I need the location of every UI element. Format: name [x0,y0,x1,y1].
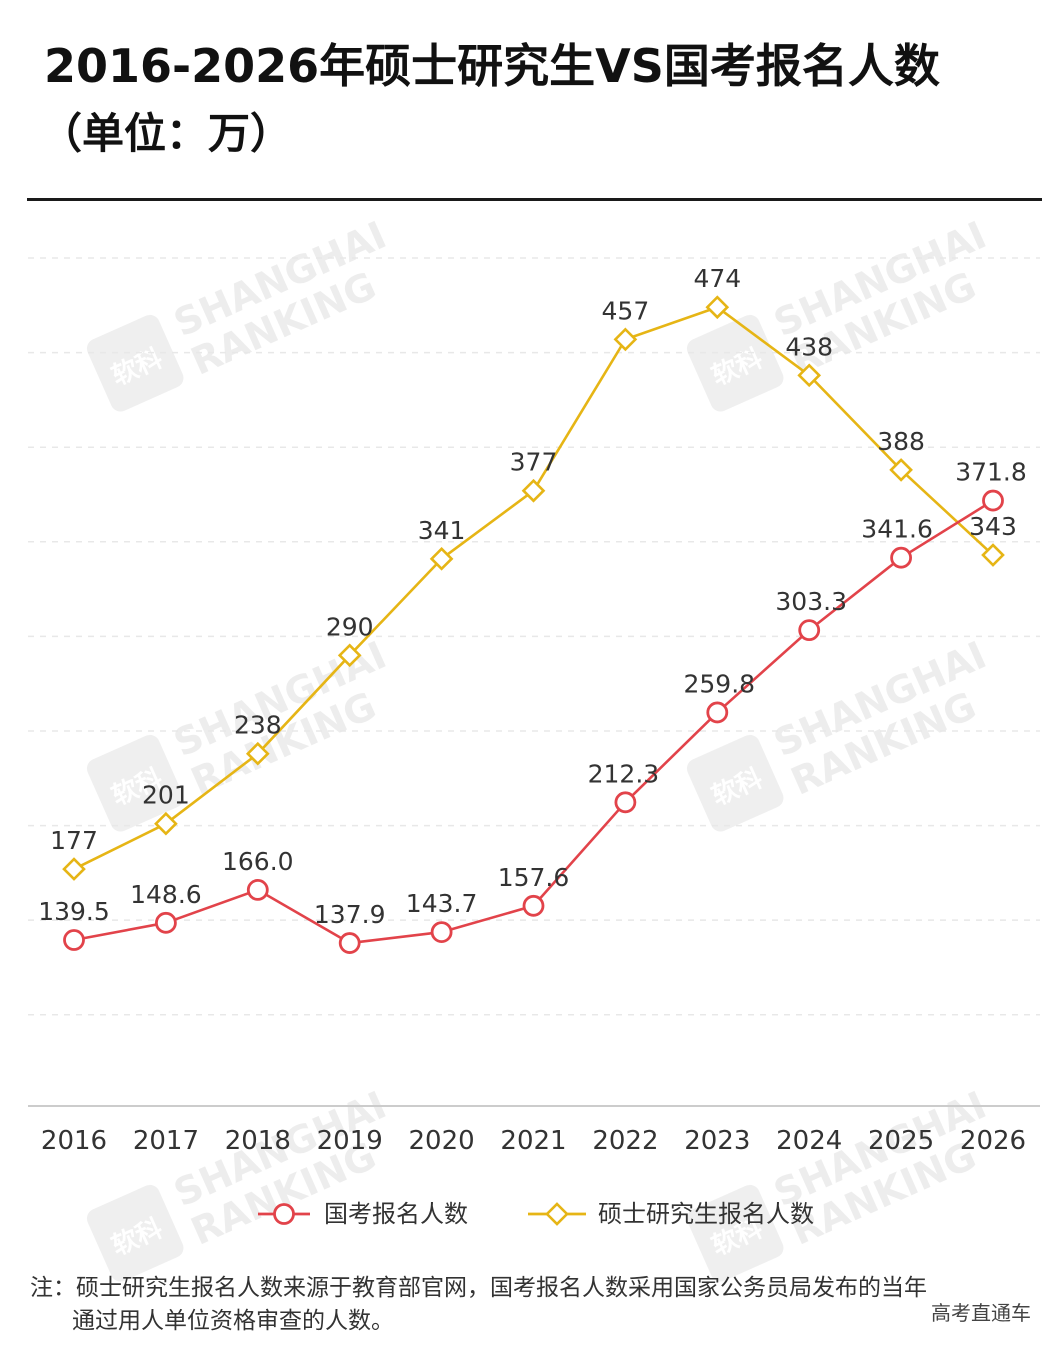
x-tick-label: 2020 [409,1126,475,1156]
civil-exam-data-label: 341.6 [861,515,933,544]
civil-exam-data-label: 143.7 [406,889,478,918]
grad-exam-data-label: 388 [877,427,925,456]
legend-grad-label: 硕士研究生报名人数 [598,1200,814,1228]
civil-exam-point [154,911,177,934]
grad-exam-point [613,327,638,352]
civil-exam-data-label: 139.5 [38,897,110,926]
x-tick-label: 2017 [133,1126,199,1156]
grad-exam-data-label: 474 [693,264,741,293]
watermark-logo [686,1184,784,1282]
civil-exam-point [706,701,729,724]
x-tick-label: 2024 [776,1126,842,1156]
civil-exam-data-label: 148.6 [130,880,202,909]
x-tick-label: 2021 [500,1126,566,1156]
unit-subtitle: （单位：万） [40,109,293,158]
x-tick-label: 2023 [684,1126,750,1156]
watermark-logo [86,1184,184,1282]
civil-exam-data-label: 166.0 [222,847,294,876]
civil-exam-point [246,879,269,901]
grad-exam-data-label: 438 [785,332,833,361]
grad-exam-point [245,741,270,766]
grad-exam-point [889,458,913,482]
civil-exam-data-label: 371.8 [955,458,1027,487]
civil-exam-data-label: 303.3 [775,587,847,616]
civil-exam-point [890,546,912,569]
source-note-line2: 通过用人单位资格审查的人数。 [72,1308,394,1334]
grad-exam-data-label: 290 [326,612,374,641]
grad-exam-data-label: 238 [234,711,282,740]
credit-text: 高考直通车 [931,1301,1031,1325]
x-tick-label: 2026 [960,1126,1026,1156]
title-divider [27,198,1042,201]
grad-exam-point [797,363,822,388]
civil-exam-point [430,921,453,943]
civil-exam-data-label: 212.3 [588,759,660,788]
watermark-logo [686,734,784,832]
source-note-line1: 注：硕士研究生报名人数来源于教育部官网，国考报名人数采用国家公务员局发布的当年 [30,1275,927,1301]
civil-exam-point [798,619,821,642]
grad-exam-point [705,295,730,320]
civil-exam-point [338,932,361,954]
x-tick-label: 2018 [225,1126,291,1156]
grad-exam-data-label: 201 [142,781,190,810]
civil-exam-point [522,894,545,917]
civil-exam-point [982,489,1004,512]
watermark-logo [86,734,184,832]
page-title: 2016-2026年硕士研究生VS国考报名人数 [44,39,940,93]
grad-exam-data-label: 457 [602,296,650,325]
x-tick-label: 2025 [868,1126,934,1156]
civil-exam-data-label: 157.6 [498,863,570,892]
legend-civil-label: 国考报名人数 [324,1200,468,1228]
grad-exam-point [337,643,362,668]
grad-exam-data-label: 343 [969,512,1017,541]
watermark-logo [86,314,184,412]
grad-exam-point [62,857,86,881]
x-tick-label: 2019 [317,1126,383,1156]
grad-exam-point [981,543,1005,567]
grad-exam-data-label: 341 [418,516,466,545]
x-tick-label: 2016 [41,1126,107,1156]
grad-exam-point [429,546,454,571]
civil-exam-point [63,929,85,951]
grad-exam-point [154,811,178,836]
grad-exam-point [521,478,546,503]
legend-grad-marker [545,1202,569,1226]
grad-exam-data-label: 377 [510,448,558,477]
grad-exam-data-label: 177 [50,826,98,855]
legend-civil-marker [273,1203,295,1225]
civil-exam-data-label: 137.9 [314,900,386,929]
x-tick-label: 2022 [592,1126,658,1156]
civil-exam-data-label: 259.8 [684,669,756,698]
source-note: 注：硕士研究生报名人数来源于教育部官网，国考报名人数采用国家公务员局发布的当年 … [30,1272,1045,1338]
civil-exam-point [614,791,637,814]
